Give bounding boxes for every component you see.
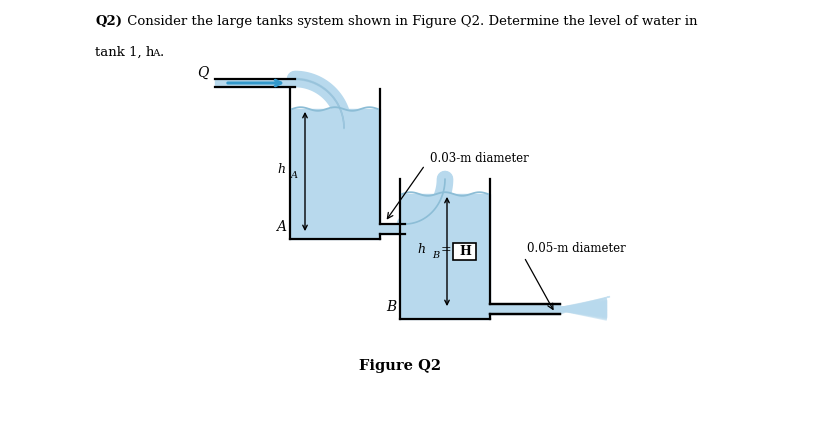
Polygon shape (399, 194, 490, 319)
Text: A: A (290, 171, 298, 180)
Polygon shape (289, 109, 380, 239)
Text: B: B (385, 300, 396, 314)
FancyBboxPatch shape (453, 243, 476, 260)
Text: Consider the large tanks system shown in Figure Q2. Determine the level of water: Consider the large tanks system shown in… (123, 15, 697, 28)
Text: =: = (437, 243, 451, 256)
Polygon shape (490, 304, 559, 314)
Text: tank 1, h: tank 1, h (95, 46, 155, 59)
Text: 0.03-m diameter: 0.03-m diameter (429, 152, 528, 165)
Text: h: h (417, 243, 424, 256)
Text: Figure Q2: Figure Q2 (358, 359, 441, 373)
Text: A: A (152, 49, 160, 58)
Text: H: H (458, 245, 471, 258)
Text: h: h (277, 163, 284, 176)
Text: A: A (275, 220, 285, 234)
Text: Q: Q (197, 66, 208, 80)
Polygon shape (380, 224, 404, 234)
Text: .: . (160, 46, 164, 59)
Text: 0.05-m diameter: 0.05-m diameter (526, 243, 625, 256)
Polygon shape (559, 296, 609, 314)
Text: B: B (432, 251, 438, 260)
Polygon shape (215, 79, 294, 87)
Text: Q2): Q2) (95, 15, 122, 28)
